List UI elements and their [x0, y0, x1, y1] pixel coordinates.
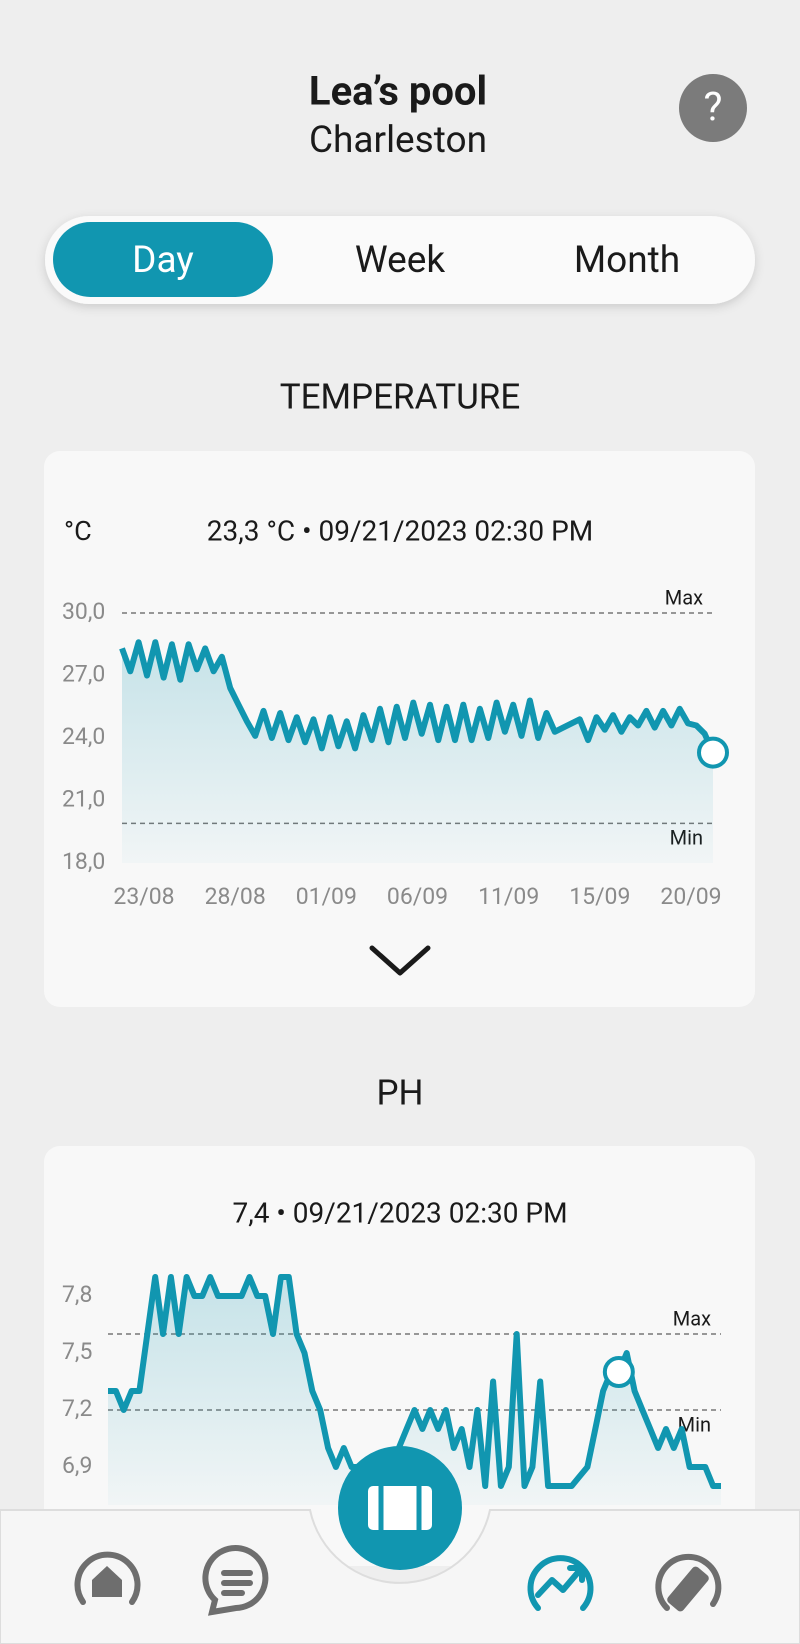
x-tick-label: 20/09	[660, 883, 721, 910]
area	[122, 642, 713, 863]
section-heading: PH	[376, 1072, 423, 1113]
current-marker	[697, 736, 729, 769]
nav-stats[interactable]	[527, 1555, 594, 1611]
x-tick-label: 06/09	[387, 883, 448, 910]
y-tick-label: 30,0	[62, 598, 105, 625]
tab-label[interactable]: Month	[574, 239, 680, 282]
y-tick-label: 7,5	[62, 1338, 92, 1365]
x-tick-label: 28/08	[205, 883, 266, 910]
section-heading: TEMPERATURE	[280, 376, 521, 417]
y-tick-label: 27,0	[62, 661, 105, 688]
area	[108, 1277, 721, 1505]
tab-active[interactable]	[53, 222, 273, 297]
x-tick-label: 11/09	[478, 883, 539, 910]
y-tick-label: 6,9	[62, 1452, 92, 1479]
help-button[interactable]	[679, 74, 747, 142]
y-tick-label: 18,0	[62, 848, 105, 875]
readout: 23,3 °C • 09/21/2023 02:30 PM	[207, 514, 593, 547]
x-tick-label: 15/09	[569, 883, 630, 910]
pool-location: Charleston	[309, 119, 487, 162]
nav-messages[interactable]	[202, 1545, 269, 1616]
y-tick-label: 24,0	[62, 723, 105, 750]
current-marker	[602, 1356, 635, 1388]
nav-remote[interactable]	[655, 1553, 722, 1613]
tab-label[interactable]: Week	[355, 239, 446, 282]
max-label: Max	[665, 585, 703, 609]
x-tick-label: 23/08	[113, 883, 174, 910]
x-tick-label: 01/09	[296, 883, 357, 910]
bottom-nav	[0, 1509, 800, 1644]
line	[119, 639, 716, 754]
help-icon[interactable]: ?	[704, 84, 723, 131]
readout: 7,4 • 09/21/2023 02:30 PM	[232, 1196, 567, 1229]
pool-title: Lea’s pool	[309, 68, 487, 115]
max-label: Max	[673, 1306, 711, 1330]
nav-home[interactable]	[74, 1551, 141, 1605]
y-tick-label: 21,0	[62, 786, 105, 813]
unit-label: °C	[64, 515, 92, 547]
expand-chevron[interactable]	[369, 945, 431, 976]
y-tick-label: 7,2	[62, 1395, 92, 1422]
device-icon[interactable]	[368, 1486, 432, 1530]
y-tick-label: 7,8	[62, 1281, 92, 1308]
tab-label[interactable]: Day	[132, 239, 194, 282]
